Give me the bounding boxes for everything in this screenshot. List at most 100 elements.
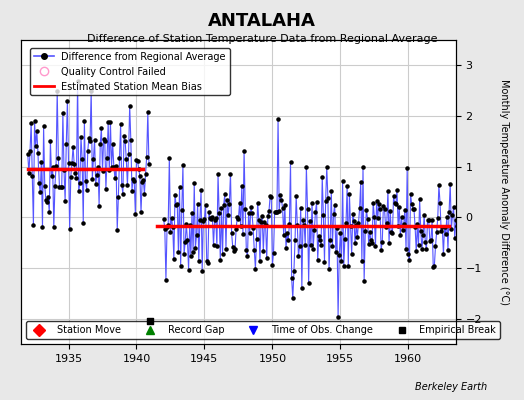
Point xyxy=(319,212,328,218)
Point xyxy=(259,248,268,254)
Point xyxy=(299,217,307,224)
Point xyxy=(219,250,227,257)
Point xyxy=(321,198,330,204)
Point xyxy=(387,229,396,235)
Point xyxy=(85,135,93,141)
Point xyxy=(215,210,223,216)
Point xyxy=(355,205,364,211)
Point xyxy=(97,125,105,131)
Point xyxy=(265,208,273,214)
Point xyxy=(391,200,400,207)
Point xyxy=(132,157,140,163)
Point xyxy=(368,240,376,246)
Point xyxy=(258,212,266,219)
Point xyxy=(169,224,177,231)
Point xyxy=(208,214,216,220)
Point xyxy=(202,258,211,264)
Point xyxy=(40,183,49,190)
Point xyxy=(223,196,231,203)
Point xyxy=(25,170,33,177)
Point xyxy=(199,218,208,224)
Point xyxy=(27,120,35,126)
Point xyxy=(107,164,116,170)
Point xyxy=(99,168,107,174)
Point xyxy=(52,163,60,169)
Point xyxy=(372,242,380,249)
Point xyxy=(351,240,359,246)
Point xyxy=(268,262,277,268)
Point xyxy=(177,262,185,269)
Point xyxy=(293,222,301,228)
Point xyxy=(418,246,426,253)
Point xyxy=(420,212,428,218)
Point xyxy=(286,159,294,165)
Point xyxy=(398,227,407,233)
Point xyxy=(305,218,314,224)
Point xyxy=(69,144,77,150)
Point xyxy=(443,214,451,221)
Point xyxy=(123,182,132,188)
Point xyxy=(220,201,228,208)
Point xyxy=(184,266,193,273)
Point xyxy=(207,216,215,223)
Point xyxy=(433,214,442,221)
Point xyxy=(445,209,453,215)
Point xyxy=(243,253,252,260)
Point xyxy=(200,216,209,222)
Point xyxy=(28,173,37,180)
Point xyxy=(197,187,205,193)
Point xyxy=(356,179,365,186)
Point xyxy=(353,234,362,240)
Point xyxy=(173,201,181,208)
Point xyxy=(239,231,247,237)
Point xyxy=(80,118,89,124)
Point xyxy=(57,184,65,190)
Point xyxy=(137,209,145,216)
Point xyxy=(313,257,322,263)
Point xyxy=(412,248,420,255)
Point xyxy=(359,164,367,170)
Point xyxy=(365,241,373,247)
Point xyxy=(119,190,127,197)
Point xyxy=(300,222,308,228)
Point xyxy=(393,187,401,193)
Point xyxy=(383,220,391,226)
Point xyxy=(124,150,133,157)
Point xyxy=(187,253,195,259)
Point xyxy=(277,197,286,203)
Point xyxy=(88,176,96,182)
Point xyxy=(454,220,462,227)
Point xyxy=(451,234,459,241)
Point xyxy=(43,199,51,205)
Point xyxy=(312,199,321,206)
Point xyxy=(417,227,425,234)
Point xyxy=(271,209,280,215)
Point xyxy=(249,225,257,232)
Point xyxy=(206,215,214,221)
Point xyxy=(288,275,296,282)
Point xyxy=(45,209,53,215)
Point xyxy=(308,200,316,206)
Point xyxy=(302,164,311,170)
Point xyxy=(276,192,285,198)
Point xyxy=(106,118,115,125)
Point xyxy=(332,249,340,256)
Point xyxy=(278,205,287,212)
Point xyxy=(163,224,171,230)
Point xyxy=(303,206,312,212)
Point xyxy=(257,218,265,225)
Point xyxy=(225,200,234,207)
Point xyxy=(437,228,445,234)
Point xyxy=(285,221,293,227)
Point xyxy=(381,224,390,230)
Point xyxy=(442,231,450,238)
Point xyxy=(230,248,238,254)
Point xyxy=(330,211,338,217)
Point xyxy=(360,278,368,284)
Point xyxy=(444,246,452,253)
Point xyxy=(79,220,88,226)
Point xyxy=(192,232,201,239)
Point xyxy=(179,162,187,169)
Point xyxy=(90,136,99,143)
Point xyxy=(427,236,435,243)
